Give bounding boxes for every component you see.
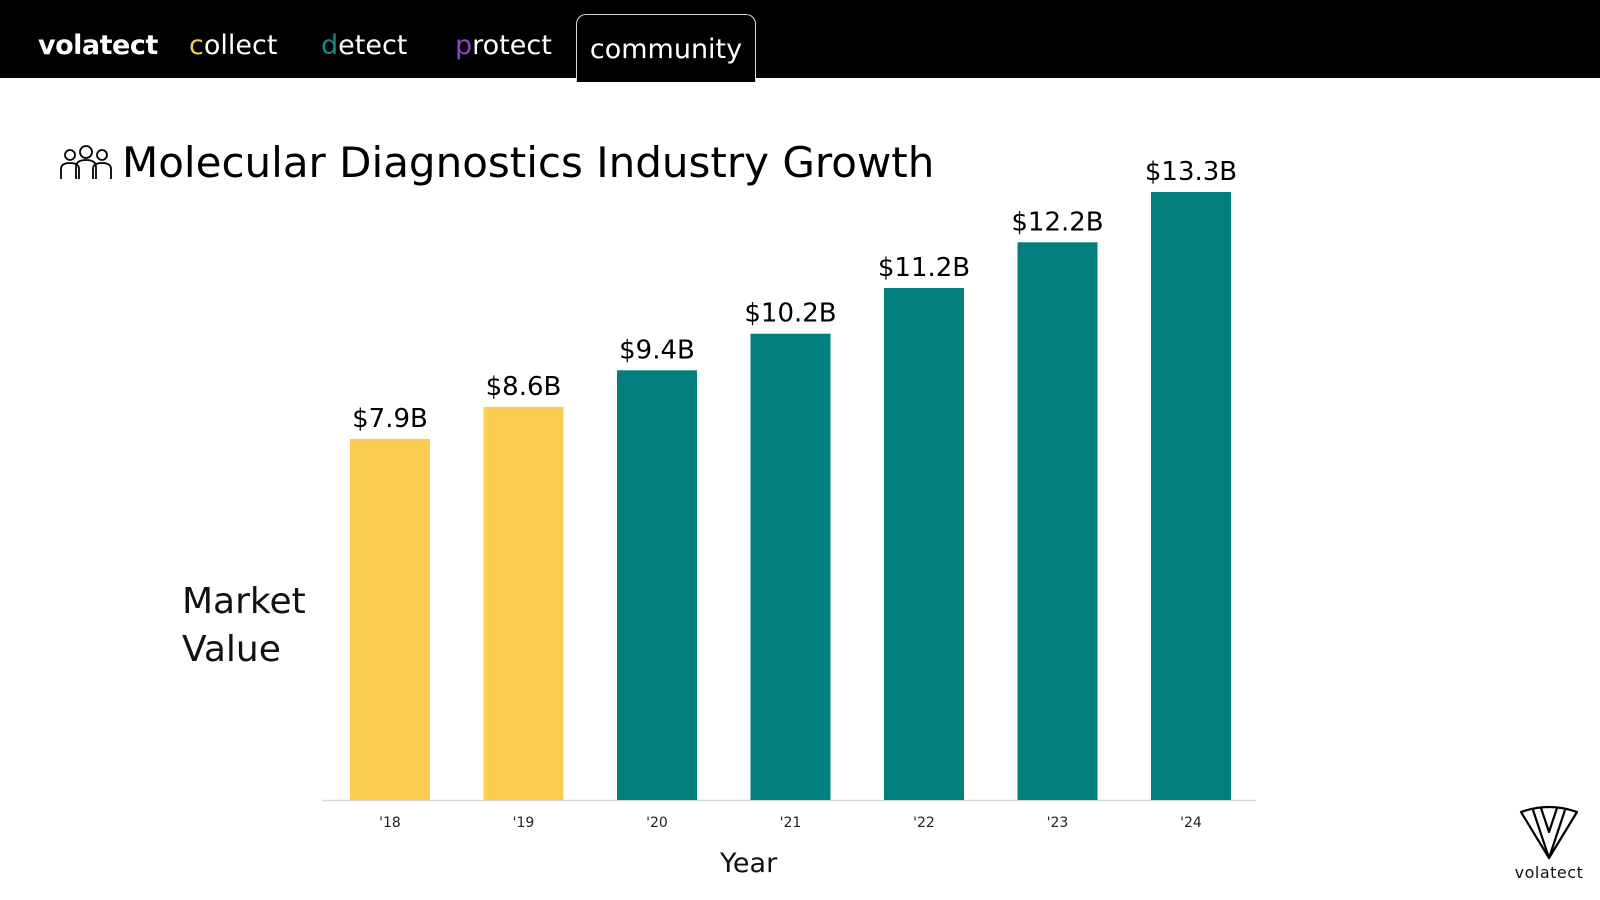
nav-item-initial: c bbox=[189, 30, 204, 61]
x-tick-label: '19 bbox=[513, 815, 535, 831]
top-navigation-bar: volatect collect detect protect communit… bbox=[0, 0, 1600, 82]
brand-logo[interactable]: volatect bbox=[38, 30, 158, 61]
community-people-icon bbox=[60, 144, 112, 179]
nav-item-protect[interactable]: protect bbox=[455, 30, 552, 61]
x-tick-label: '24 bbox=[1180, 815, 1202, 831]
bar-3 bbox=[750, 333, 831, 800]
nav-item-initial: d bbox=[321, 30, 339, 61]
volatect-shield-logo-icon bbox=[1519, 805, 1579, 860]
x-tick-label: '23 bbox=[1047, 815, 1069, 831]
bar-1 bbox=[483, 406, 564, 800]
bar-2 bbox=[617, 370, 697, 800]
bar-value-label: $10.2B bbox=[744, 299, 836, 329]
logo-wordmark: volatect bbox=[1514, 863, 1584, 882]
nav-item-initial: p bbox=[455, 30, 473, 61]
x-tick-label: '20 bbox=[646, 815, 668, 831]
bar-5 bbox=[1017, 242, 1098, 801]
bar-value-label: $11.2B bbox=[878, 253, 970, 283]
nav-item-label: ollect bbox=[203, 30, 278, 61]
bar-value-label: $7.9B bbox=[352, 404, 428, 434]
nav-item-label: etect bbox=[338, 30, 408, 61]
y-axis-label: Market Value bbox=[182, 581, 306, 670]
volatect-logo: volatect bbox=[1504, 802, 1594, 882]
x-tick-label: '18 bbox=[379, 815, 401, 831]
page-heading: Molecular Diagnostics Industry Growth bbox=[58, 138, 934, 187]
x-tick-label: '21 bbox=[780, 815, 802, 831]
nav-item-collect[interactable]: collect bbox=[189, 30, 277, 61]
bar-4 bbox=[884, 288, 964, 800]
x-axis-label: Year bbox=[720, 848, 778, 879]
x-tick-label: '22 bbox=[913, 815, 935, 831]
nav-item-detect[interactable]: detect bbox=[321, 30, 407, 61]
bar-value-label: $8.6B bbox=[486, 372, 562, 402]
bar-0 bbox=[350, 438, 430, 800]
bar-value-label: $13.3B bbox=[1145, 157, 1237, 187]
bar-value-label: $12.2B bbox=[1011, 207, 1103, 237]
bar-value-label: $9.4B bbox=[619, 335, 695, 365]
bar-6 bbox=[1151, 192, 1231, 800]
nav-item-label: rotect bbox=[472, 30, 552, 61]
page-title: Molecular Diagnostics Industry Growth bbox=[122, 138, 935, 187]
nav-item-community-active-tab[interactable]: community bbox=[576, 14, 756, 82]
